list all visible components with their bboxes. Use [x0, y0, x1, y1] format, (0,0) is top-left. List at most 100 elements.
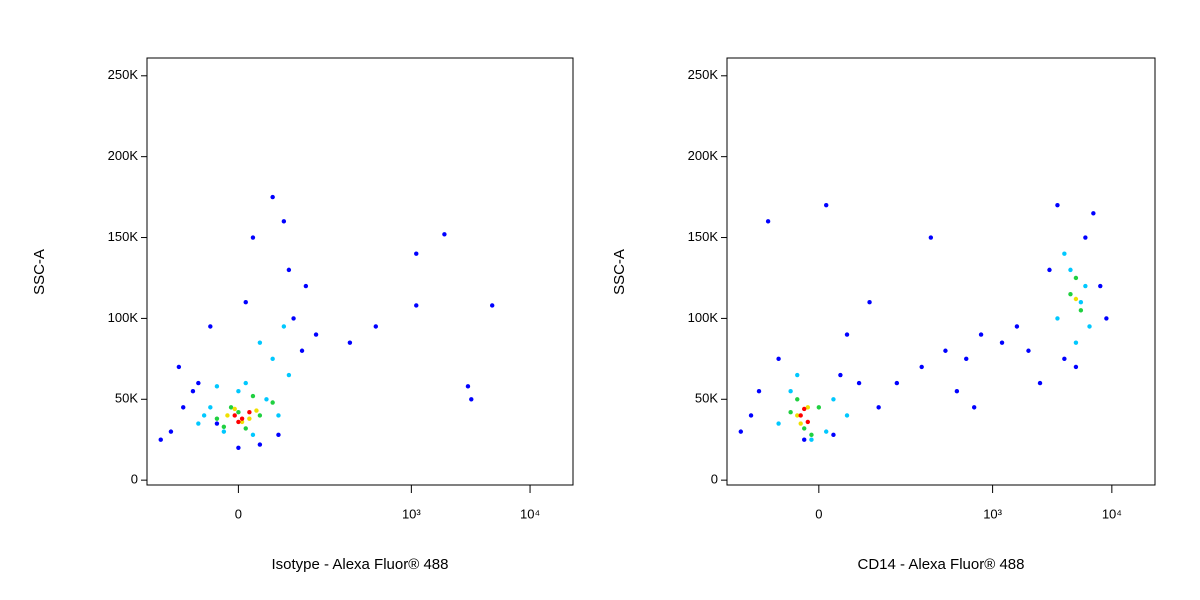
event-dot	[214, 384, 220, 389]
event-dot	[270, 194, 275, 200]
event-dot	[239, 419, 245, 425]
event-dot	[748, 413, 754, 418]
event-dot	[802, 437, 807, 442]
x-tick-label: 0	[235, 506, 242, 521]
event-dot	[795, 413, 800, 418]
event-dot	[250, 393, 256, 399]
event-dot	[243, 300, 248, 305]
plot-frame	[726, 57, 1156, 486]
event-dot	[928, 235, 934, 240]
event-dot	[831, 432, 836, 438]
event-dot	[221, 429, 227, 434]
event-dot	[250, 432, 256, 438]
event-dot	[264, 397, 269, 402]
event-dot	[1073, 340, 1079, 345]
event-dot	[831, 397, 836, 402]
event-dot	[469, 397, 474, 402]
event-dot	[286, 372, 292, 378]
y-axis-label: SSC-A	[611, 249, 628, 295]
event-dot	[1083, 283, 1088, 289]
event-dot	[1073, 296, 1079, 302]
event-dot	[196, 421, 201, 426]
event-dot	[1026, 348, 1031, 353]
y-tick-label: 50K	[695, 391, 718, 406]
event-dot	[232, 413, 237, 418]
event-dot	[943, 348, 948, 353]
event-dot	[373, 324, 378, 329]
event-dot	[788, 388, 793, 394]
event-dot	[876, 405, 881, 410]
event-dot	[303, 283, 309, 289]
event-dot	[809, 432, 814, 438]
event-dot	[158, 437, 163, 442]
x-tick-label: 10³	[402, 506, 421, 521]
event-dot	[270, 356, 275, 362]
event-dot	[894, 380, 900, 386]
event-dot	[805, 419, 811, 425]
y-tick-label: 50K	[115, 391, 138, 406]
event-dot	[299, 348, 305, 353]
event-dot	[239, 416, 245, 421]
event-dot	[257, 413, 263, 418]
event-dot	[225, 413, 230, 418]
event-dot	[254, 408, 259, 413]
x-axis-label: CD14 - Alexa Fluor® 488	[858, 556, 1025, 573]
event-dot	[1062, 356, 1067, 362]
event-dot	[276, 413, 281, 418]
event-dot	[978, 332, 984, 337]
event-dot	[1014, 324, 1020, 329]
y-tick-label: 0	[711, 472, 718, 487]
y-tick-label: 150K	[688, 229, 719, 244]
event-dot	[856, 380, 862, 386]
event-dot	[257, 442, 263, 447]
event-dot	[236, 410, 241, 415]
y-tick-label: 0	[131, 472, 138, 487]
event-dot	[795, 397, 800, 402]
event-dot	[465, 384, 471, 389]
y-tick-label: 200K	[108, 148, 139, 163]
event-dot	[1078, 300, 1084, 305]
x-axis-label: Isotype - Alexa Fluor® 488	[272, 556, 449, 573]
event-dot	[276, 432, 281, 438]
event-dot	[414, 303, 419, 308]
event-dot	[236, 419, 241, 425]
event-dot	[291, 316, 296, 321]
event-dot	[805, 405, 811, 410]
event-dot	[286, 267, 292, 273]
event-dot	[1083, 235, 1088, 240]
event-dot	[798, 421, 803, 426]
event-dot	[824, 202, 829, 208]
y-tick-label: 250K	[108, 67, 139, 82]
event-dot	[176, 364, 182, 370]
event-dot	[236, 445, 241, 450]
event-dot	[221, 424, 227, 429]
event-dot	[247, 410, 252, 415]
event-dot	[489, 303, 495, 308]
y-tick-label: 150K	[108, 229, 139, 244]
event-dot	[243, 426, 248, 431]
event-dot	[1073, 275, 1079, 281]
event-dot	[867, 300, 872, 305]
event-dot	[168, 429, 174, 434]
y-tick-label: 100K	[688, 310, 719, 325]
event-dot	[954, 388, 960, 394]
event-dot	[999, 340, 1005, 345]
event-dot	[1098, 283, 1103, 289]
event-dot	[1062, 251, 1067, 256]
x-tick-label: 0	[815, 506, 822, 521]
event-dot	[1037, 380, 1043, 386]
event-dot	[802, 426, 807, 431]
event-dot	[838, 372, 843, 378]
x-tick-label: 10³	[983, 506, 1002, 521]
event-dot	[243, 380, 248, 386]
event-dot	[208, 405, 213, 410]
event-dot	[802, 406, 807, 412]
event-dot	[1073, 364, 1079, 370]
event-dot	[1055, 202, 1060, 208]
event-dot	[270, 400, 275, 405]
event-dot	[236, 388, 241, 394]
x-tick-label: 10⁴	[520, 506, 540, 521]
event-dot	[257, 340, 263, 345]
event-dot	[201, 413, 207, 418]
